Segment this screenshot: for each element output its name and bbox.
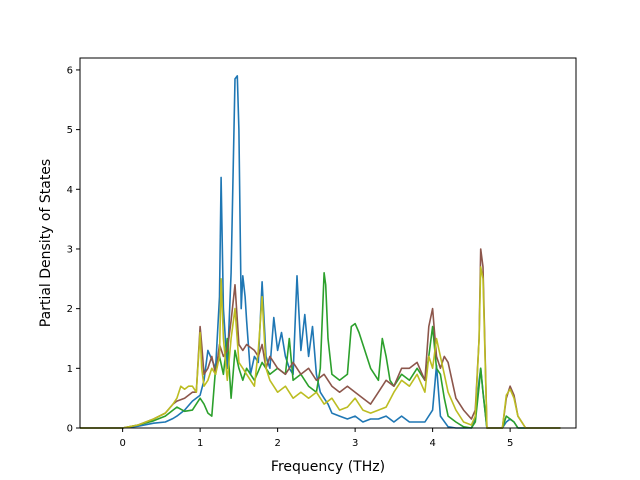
plot-frame [79,57,577,429]
y-axis-label: Partial Density of States [38,159,54,327]
series-line-2 [80,271,561,429]
x-axis-ticks: 0 1 2 3 4 5 [119,428,513,449]
y-tick-label: 6 [67,65,73,76]
y-tick-label: 1 [67,364,73,375]
x-tick-label: 5 [507,438,513,449]
y-tick-label: 5 [67,125,73,136]
x-tick-label: 2 [274,438,280,449]
x-tick-label: 4 [429,438,435,449]
x-tick-label: 1 [197,438,203,449]
x-tick-label: 0 [119,438,125,449]
x-tick-label: 3 [352,438,358,449]
series-line-1 [80,75,561,429]
y-tick-label: 4 [67,185,73,196]
series-line-4 [80,266,561,429]
series-layer [80,75,561,429]
y-tick-label: 2 [67,304,73,315]
y-tick-label: 3 [67,244,73,255]
y-axis-ticks: 0 1 2 3 4 5 6 [67,65,80,435]
y-tick-label: 0 [67,424,73,435]
x-axis-label: Frequency (THz) [271,459,385,475]
